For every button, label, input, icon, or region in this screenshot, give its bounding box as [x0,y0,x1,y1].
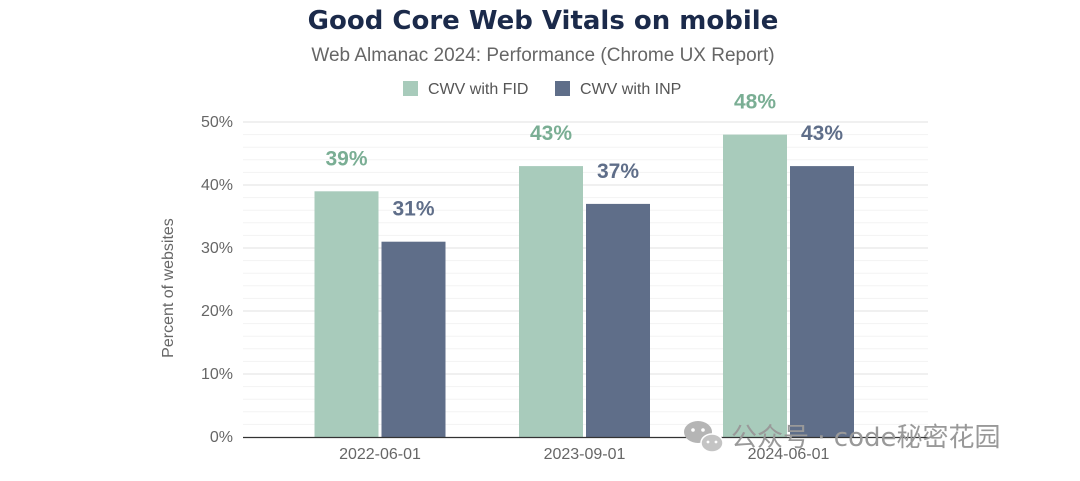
legend: CWV with FID CWV with INP [403,81,681,98]
x-axis-ticks: 2022-06-01 2023-09-01 2024-06-01 [339,446,829,463]
wechat-icon [684,421,724,453]
x-tick-label: 2022-06-01 [339,446,421,463]
legend-swatch-inp [555,81,570,96]
y-tick-label: 10% [201,366,233,383]
watermark: 公众号 · code秘密花园 [684,421,1001,453]
y-axis-ticks: 0% 10% 20% 30% 40% 50% [201,114,233,446]
y-tick-label: 40% [201,177,233,194]
data-label: 43% [530,122,572,145]
bar-fid-2023-09-01 [519,166,583,437]
bar-fid-2022-06-01 [314,191,379,437]
chart-title: Good Core Web Vitals on mobile [308,6,779,36]
y-tick-label: 30% [201,240,233,257]
legend-label-fid[interactable]: CWV with FID [428,81,528,98]
x-tick-label: 2024-06-01 [748,446,830,463]
legend-label-inp[interactable]: CWV with INP [580,81,681,98]
data-label: 39% [325,147,367,170]
watermark-text: 公众号 · code秘密花园 [731,423,1001,453]
data-label: 37% [597,160,639,183]
bars [314,134,854,437]
y-tick-label: 50% [201,114,233,131]
x-tick-label: 2023-09-01 [544,446,626,463]
chart-subtitle: Web Almanac 2024: Performance (Chrome UX… [311,45,774,66]
y-tick-label: 0% [210,429,233,446]
bar-inp-2022-06-01 [381,241,446,437]
data-labels: 39% 31% 43% 37% 48% 43% [325,91,843,221]
bar-inp-2024-06-01 [790,166,854,437]
legend-swatch-fid [403,81,418,96]
bar-fid-2024-06-01 [723,134,787,437]
data-label: 48% [734,91,776,114]
data-label: 31% [392,198,434,221]
y-tick-label: 20% [201,303,233,320]
bar-inp-2023-09-01 [586,203,650,437]
y-axis-label: Percent of websites [160,218,177,358]
data-label: 43% [801,122,843,145]
